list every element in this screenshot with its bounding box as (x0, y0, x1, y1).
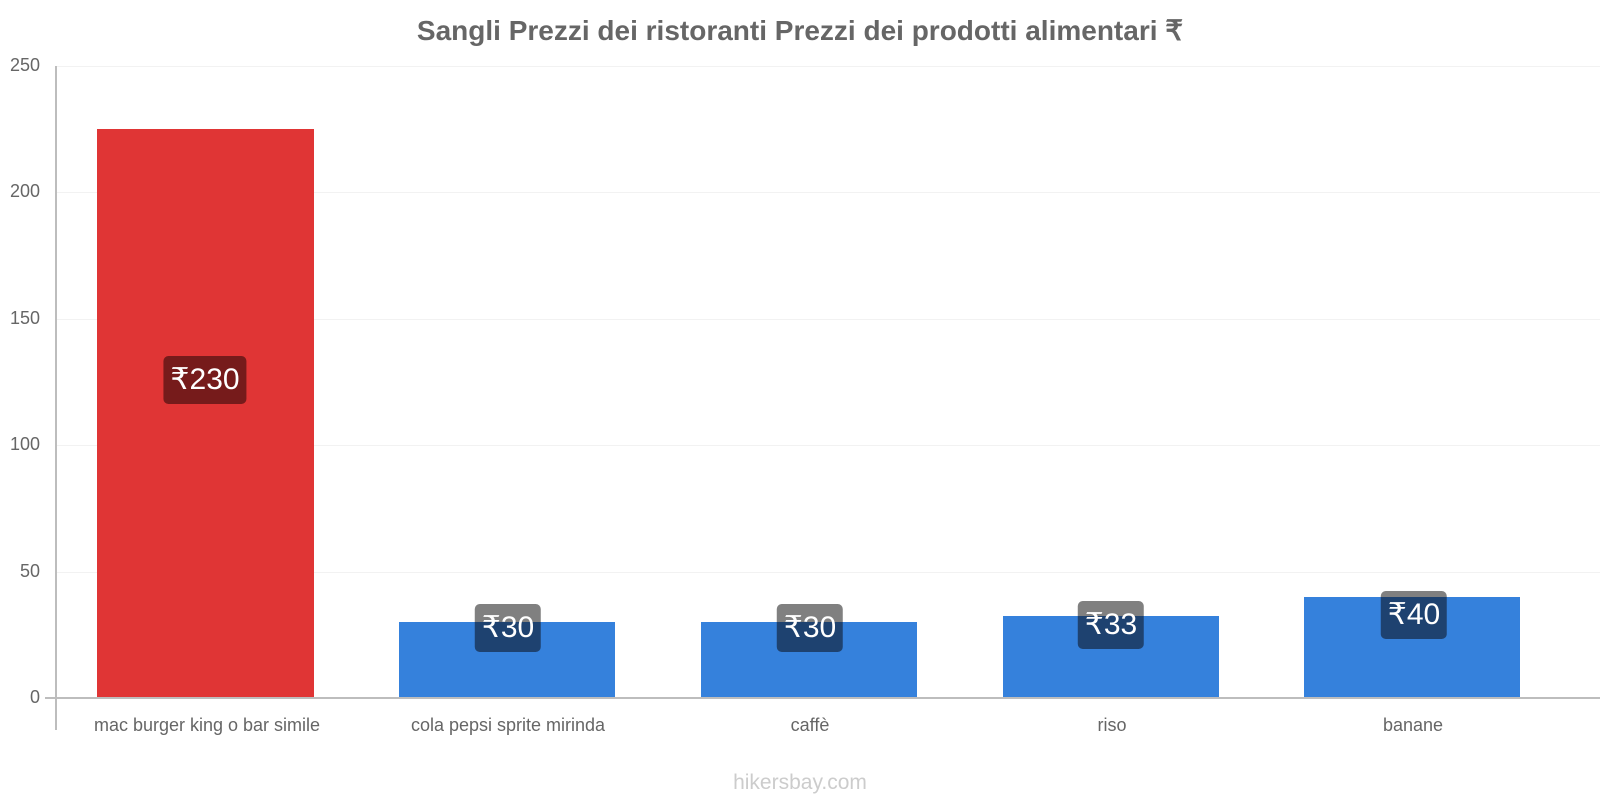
x-category-label: banane (1382, 715, 1444, 735)
chart-title: Sangli Prezzi dei ristoranti Prezzi dei … (416, 15, 1184, 46)
y-tick-label: 150 (9, 308, 40, 328)
y-tick-label: 250 (9, 55, 40, 75)
y-tick-label: 200 (9, 181, 40, 201)
bar-mac-burger (97, 129, 314, 698)
gridline-250 (56, 66, 1600, 67)
bar-value-label: ₹30 (776, 604, 844, 652)
y-tick-label: 100 (9, 434, 40, 454)
bar-value-label: ₹33 (1077, 601, 1145, 649)
gridline-150 (56, 319, 1600, 320)
x-category-label: cola pepsi sprite mirinda (410, 715, 606, 735)
y-axis-line (55, 66, 57, 730)
gridline-200 (56, 192, 1600, 193)
x-category-label: mac burger king o bar simile (93, 715, 321, 735)
x-axis-line (45, 697, 1600, 699)
bar-value-label: ₹40 (1380, 591, 1448, 639)
x-category-label: caffè (790, 715, 830, 735)
gridline-100 (56, 445, 1600, 446)
x-category-label: riso (1097, 715, 1127, 735)
watermark: hikersbay.com (733, 771, 867, 794)
gridline-50 (56, 572, 1600, 573)
y-tick-label: 50 (19, 561, 40, 581)
y-tick-label: 0 (29, 687, 40, 707)
bar-value-label: ₹30 (474, 604, 542, 652)
bar-value-label: ₹230 (163, 356, 247, 404)
